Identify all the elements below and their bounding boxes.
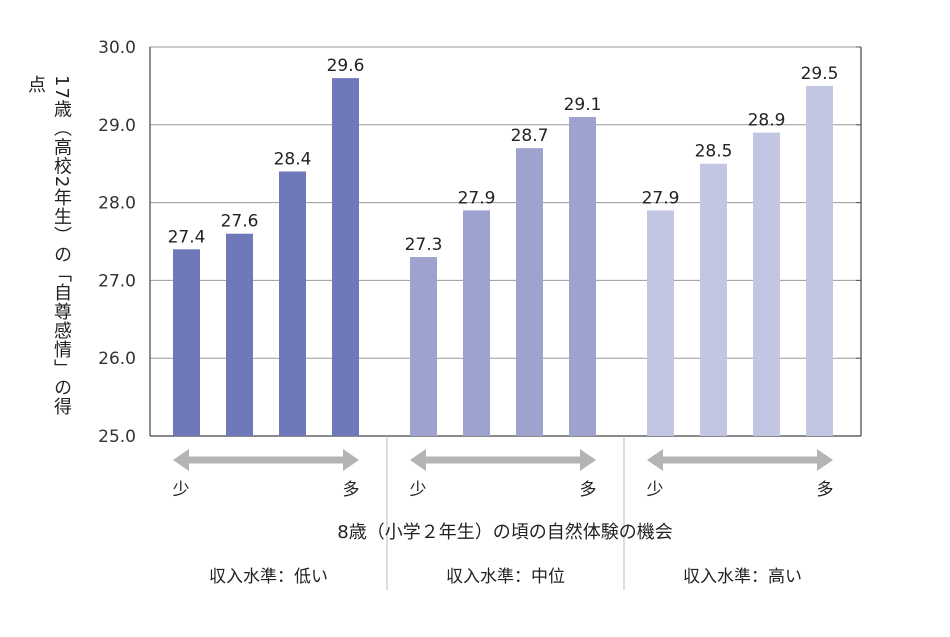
range-arrow-right-head [817, 449, 833, 471]
group-label-low: 収入水準：低い [209, 567, 328, 587]
data-label: 29.1 [564, 95, 602, 115]
bar [463, 210, 490, 436]
bar [410, 257, 437, 436]
data-label: 27.3 [405, 235, 443, 255]
range-arrow-right-head [580, 449, 596, 471]
grid-lines [150, 46, 861, 359]
bars [173, 78, 833, 437]
range-arrow-left-head [410, 449, 426, 471]
range-low-label: 少 [173, 480, 190, 500]
range-high-label: 多 [817, 480, 834, 500]
bar [332, 78, 359, 437]
range-high-label: 多 [580, 480, 597, 500]
y-tick-label: 29.0 [98, 116, 136, 136]
bar [516, 148, 543, 436]
data-label: 28.7 [511, 126, 549, 146]
y-tick-label: 30.0 [98, 38, 136, 58]
axes: 25.0 26.0 27.0 28.0 29.0 30.0 [98, 38, 862, 590]
data-label: 27.6 [221, 212, 259, 232]
group-label-mid: 収入水準：中位 [446, 567, 565, 587]
range-arrow-left-head [647, 449, 663, 471]
y-axis-title: 17歳（高校2年生）の「自尊感情」の得点 [25, 75, 72, 417]
data-labels: 27.4 27.6 28.4 29.6 27.3 27.9 28.7 29.1 27.9 28.5… [168, 56, 839, 255]
data-label: 29.6 [327, 56, 365, 76]
range-high-label: 多 [343, 480, 360, 500]
bar [226, 233, 253, 436]
range-arrow-left-head [173, 449, 189, 471]
bar [569, 117, 596, 437]
data-label: 28.4 [274, 149, 312, 169]
range-arrow-right-head [343, 449, 359, 471]
y-axis-title-wrap: 17歳（高校2年生）の「自尊感情」の得点 [22, 75, 72, 435]
data-label: 27.4 [168, 227, 206, 247]
bar [700, 163, 727, 436]
bar [806, 85, 833, 437]
y-tick-label: 28.0 [98, 194, 136, 214]
data-label: 27.9 [642, 188, 680, 208]
y-tick-label: 26.0 [98, 349, 136, 369]
bar [647, 210, 674, 436]
data-label: 28.9 [748, 111, 786, 131]
y-tick-label: 25.0 [98, 427, 136, 447]
bar [173, 249, 200, 436]
bar [753, 132, 780, 436]
data-label: 28.5 [695, 142, 733, 162]
range-low-label: 少 [647, 480, 664, 500]
bar [279, 171, 306, 437]
data-label: 27.9 [458, 188, 496, 208]
x-axis-title: 8歳（小学２年生）の頃の自然体験の機会 [337, 522, 673, 543]
range-arrows: 少多少多少多 [173, 449, 834, 500]
data-label: 29.5 [801, 64, 839, 84]
group-label-high: 収入水準：高い [683, 567, 802, 587]
range-low-label: 少 [410, 480, 427, 500]
y-tick-label: 27.0 [98, 271, 136, 291]
